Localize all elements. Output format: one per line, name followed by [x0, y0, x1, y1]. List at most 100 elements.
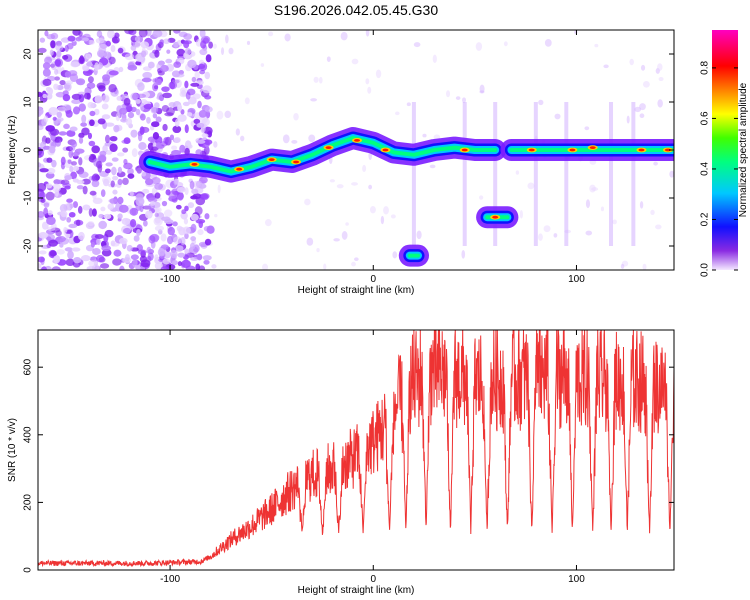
spectrogram-noise-blob: [46, 236, 52, 241]
spectrogram-noise-blob: [39, 168, 49, 173]
spectrogram-noise-blob: [177, 104, 183, 112]
spectrogram-noise-blob: [66, 130, 76, 137]
spectrogram-x-tick-label: 100: [568, 274, 585, 285]
spectrogram-noise-blob: [461, 250, 466, 259]
spectrogram-noise-blob: [42, 68, 51, 77]
spectrogram-noise-blob: [171, 79, 180, 84]
spectrogram-noise-blob: [173, 41, 179, 48]
spectrogram-noise-blob: [117, 178, 123, 186]
spectrogram-noise-blob: [202, 37, 210, 44]
spectrogram-noise-blob: [185, 91, 191, 100]
spectrogram-noise-blob: [157, 248, 166, 257]
spectrogram-noise-blob: [159, 39, 165, 45]
spectrogram-noise-blob: [38, 162, 42, 168]
spectrogram-noise-blob: [65, 232, 71, 239]
spectrogram-noise-blob: [282, 134, 290, 144]
spectrogram-noise-blob: [341, 231, 348, 240]
spectrogram-noise-blob: [49, 49, 54, 56]
spectrogram-noise-blob: [65, 247, 73, 252]
snr-y-ticks: 0 200 400 600: [23, 358, 674, 573]
snr-x-ticks: -100 0 100: [160, 330, 585, 585]
spectrogram-noise-blob: [183, 218, 189, 225]
colorbar-tick-label: 0.4: [700, 162, 711, 176]
spectrogram-noise-blob: [122, 227, 131, 234]
spectrogram-noise-blob: [369, 206, 376, 214]
spectrogram-noise-blob: [49, 250, 57, 257]
spectrogram-noise-blob: [72, 106, 80, 115]
spectrogram-noise-blob: [620, 263, 625, 269]
spectrogram-noise-blob: [173, 30, 181, 34]
spectrogram-noise-blob: [163, 38, 170, 45]
spectrogram-noise-blob: [351, 261, 356, 267]
spectrogram-noise-blob: [111, 242, 120, 247]
spectrogram-noise-blob: [67, 159, 72, 165]
spectrogram-noise-blob: [519, 210, 523, 219]
spectrogram-noise-blob: [144, 178, 154, 186]
spectrogram-noise-blob: [137, 249, 147, 255]
spectrogram-noise-blob: [72, 201, 79, 208]
spectrogram-noise-blob: [179, 87, 188, 94]
spectrogram-noise-blob: [38, 124, 44, 131]
spectrogram-noise-blob: [198, 63, 206, 70]
spectrogram-noise-blob: [146, 246, 152, 254]
spectrogram-y-tick-label: 0: [23, 147, 34, 153]
spectrogram-noise-blob: [63, 226, 68, 233]
spectrogram-noise-blob: [182, 226, 191, 235]
spectrogram-noise-blob: [135, 108, 141, 116]
spectrogram-noise-blob: [54, 68, 59, 75]
spectrogram-noise-blob: [174, 118, 180, 128]
spectrogram-noise-blob: [160, 266, 169, 270]
spectrogram-noise-blob: [191, 188, 199, 195]
spectrogram-noise-blob: [190, 256, 199, 262]
spectrogram-streak: [609, 102, 614, 246]
spectrogram-noise-blob: [527, 182, 535, 190]
spectrogram-noise-blob: [65, 80, 73, 85]
spectrogram-noise-blob: [368, 184, 373, 190]
spectrogram-noise-blob: [87, 101, 95, 109]
spectrogram-noise-blob: [406, 102, 411, 107]
spectrogram-noise-blob: [100, 189, 106, 198]
spectrogram-noise-blob: [177, 114, 187, 122]
spectrogram-noise-blob: [329, 179, 335, 183]
spectrogram-noise-blob: [65, 109, 73, 118]
spectrogram-noise-blob: [76, 179, 85, 185]
spectrogram-noise-blob: [204, 71, 211, 80]
spectrogram-noise-blob: [195, 218, 206, 224]
spectrogram-noise-blob: [106, 30, 115, 39]
spectrogram-noise-blob: [205, 54, 212, 63]
spectrogram-x-tick-label: -100: [160, 274, 180, 285]
spectrogram-noise-blob: [129, 190, 134, 197]
spectrogram-streak: [462, 102, 467, 246]
spectrogram-noise-blob: [45, 183, 53, 189]
spectrogram-noise-blob: [38, 232, 49, 239]
chart-title: S196.2026.042.05.45.G30: [274, 2, 438, 18]
spectrogram-noise-blob: [86, 266, 97, 270]
spectrogram-noise-blob: [78, 56, 85, 65]
spectrogram-noise-blob: [125, 117, 133, 126]
spectrogram-noise-blob: [130, 218, 137, 228]
spectrogram-noise-blob: [141, 77, 152, 83]
spectrogram-noise-blob: [193, 118, 201, 125]
spectrogram-noise-blob: [161, 86, 170, 92]
spectrogram-noise-blob: [124, 30, 134, 35]
spectrogram-noise-blob: [220, 47, 225, 56]
spectrogram-noise-blob: [127, 64, 138, 71]
spectrogram-noise-blob: [71, 161, 77, 166]
spectrogram-noise-blob: [72, 165, 80, 171]
spectrogram-noise-blob: [589, 184, 596, 193]
spectrogram-streak: [411, 102, 416, 246]
spectrogram-hotspot: [589, 146, 596, 150]
spectrogram-noise-blob: [92, 197, 103, 205]
spectrogram-noise-blob: [173, 137, 181, 143]
spectrogram-noise-blob: [130, 45, 137, 51]
spectrogram-noise-blob: [71, 247, 81, 252]
spectrogram-noise-blob: [306, 237, 314, 246]
spectrogram-noise-blob: [164, 219, 174, 225]
spectrogram-noise-blob: [89, 190, 97, 196]
snr-y-tick-label: 200: [23, 494, 34, 511]
spectrogram-noise-blob: [113, 124, 120, 133]
spectrogram-noise-blob: [78, 30, 83, 37]
spectrogram-noise-blob: [71, 93, 82, 100]
spectrogram-noise-blob: [43, 115, 49, 123]
spectrogram-noise-blob: [75, 219, 81, 226]
